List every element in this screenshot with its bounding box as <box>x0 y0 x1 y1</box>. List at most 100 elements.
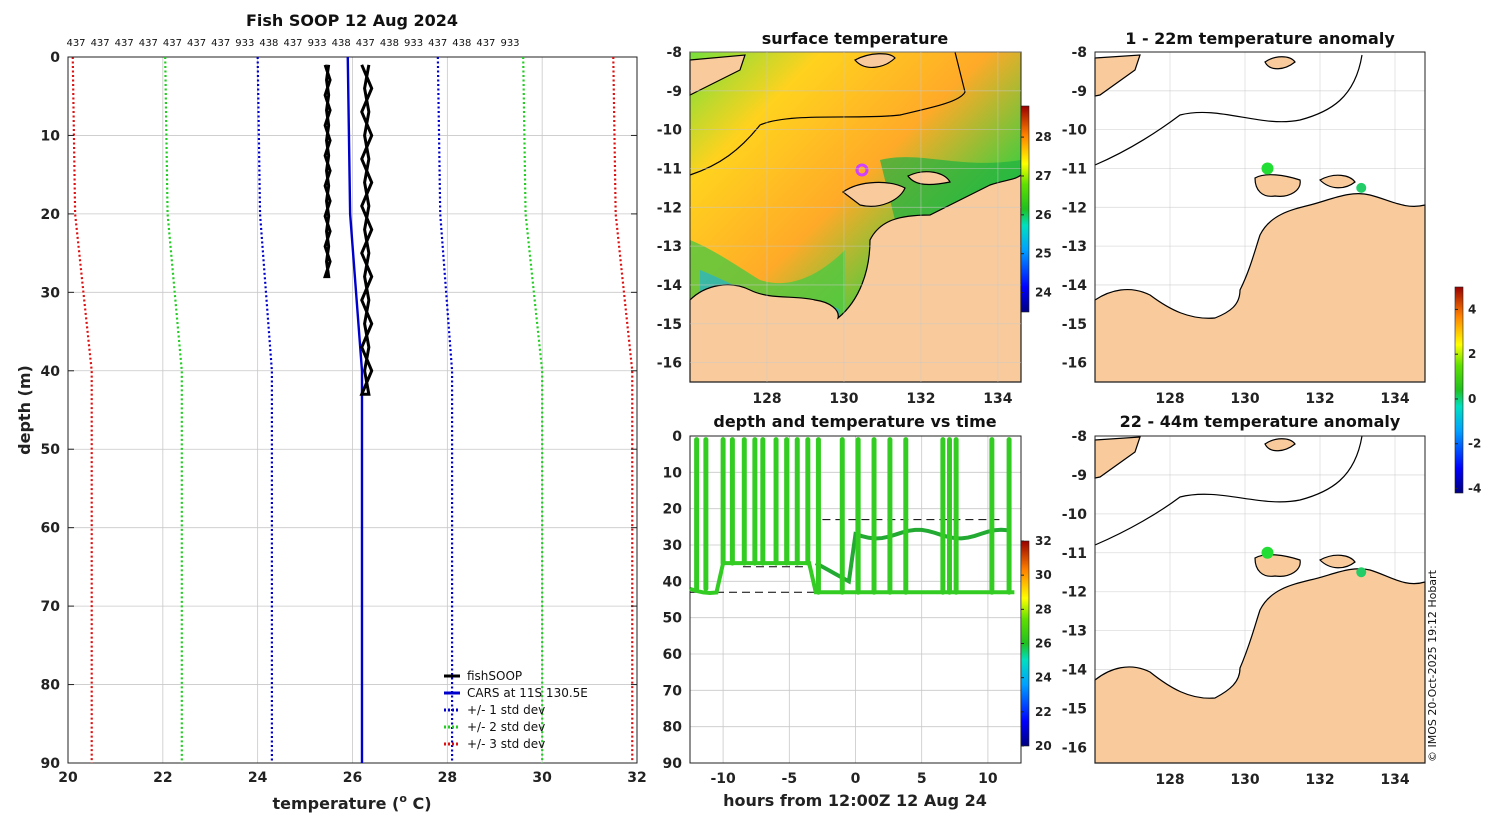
anomaly-upper-ytick: -13 <box>1062 239 1087 255</box>
copyright-footer: © IMOS 20-Oct-2025 19:12 Hobart <box>1426 569 1439 762</box>
surface-temperature-map: surface temperature 128 130 132 134 -8 -9 -10 -… <box>657 29 1052 407</box>
anomaly-lower-point <box>1261 546 1274 559</box>
depth-time-xtick: -10 <box>710 771 736 787</box>
platform-id-label: 437 <box>91 38 110 49</box>
anomaly-lower-ytick: -11 <box>1062 546 1087 562</box>
depth-time-colorbar-tick: 20 <box>1035 739 1052 753</box>
sst-ytick: -15 <box>657 317 682 333</box>
platform-id-label: 437 <box>66 38 85 49</box>
anomaly-upper-ytick: -12 <box>1062 200 1087 216</box>
sst-title: surface temperature <box>762 29 949 48</box>
depth-time-colorbar-tick: 22 <box>1035 705 1052 719</box>
anomaly-map-upper: 1 - 22m temperature anomaly 128 130 132 134… <box>1062 29 1482 496</box>
depth-time-colorbar-tick: 32 <box>1035 534 1052 548</box>
anomaly-lower-title: 22 - 44m temperature anomaly <box>1120 412 1401 431</box>
anomaly-upper-ytick: -9 <box>1071 84 1087 100</box>
sst-ytick: -11 <box>657 161 682 177</box>
depth-time-mid-track <box>814 527 1008 585</box>
platform-id-label: 437 <box>187 38 206 49</box>
anomaly-upper-ytick: -8 <box>1071 45 1087 61</box>
sst-ytick: -8 <box>666 45 682 61</box>
depth-time-ytick: 90 <box>663 756 683 772</box>
anomaly-lower-xtick: 134 <box>1380 772 1409 788</box>
platform-id-labels: 437 437 437 437 437 437 437 933 438 437 933 438 437 4… <box>66 38 519 49</box>
anomaly-upper-point <box>1356 182 1367 193</box>
depth-time-ytick: 50 <box>663 611 683 627</box>
profile-ytick: 60 <box>41 521 61 537</box>
anomaly-lower-ytick: -12 <box>1062 585 1087 601</box>
anomaly-colorbar-tick: 2 <box>1468 347 1476 361</box>
anomaly-colorbar-tick: -2 <box>1468 437 1481 451</box>
platform-id-label: 437 <box>211 38 230 49</box>
anomaly-lower-ytick: -9 <box>1071 468 1087 484</box>
profile-std-line-upper <box>522 56 544 763</box>
depth-time-ytick: 30 <box>663 538 683 554</box>
depth-time-xtick: 10 <box>978 771 998 787</box>
depth-time-ytick: 40 <box>663 574 683 590</box>
anomaly-map-lower: 22 - 44m temperature anomaly 128 130 132 13… <box>1062 412 1426 788</box>
profile-std-line-lower <box>71 56 93 763</box>
profile-std-line-lower <box>164 56 183 763</box>
profile-cars-line <box>346 56 364 763</box>
sst-xtick: 128 <box>752 391 781 407</box>
profile-xtick: 22 <box>153 770 172 786</box>
depth-time-colorbar-tick: 30 <box>1035 568 1052 582</box>
profile-ytick: 40 <box>41 364 61 380</box>
legend-label-2std: +/- 2 std dev <box>467 720 545 734</box>
platform-id-label: 438 <box>259 38 278 49</box>
anomaly-upper-xtick: 134 <box>1380 391 1409 407</box>
profile-ytick: 10 <box>41 128 61 144</box>
anomaly-lower-xtick: 130 <box>1230 772 1259 788</box>
platform-id-label: 438 <box>332 38 351 49</box>
platform-id-label: 437 <box>428 38 447 49</box>
anomaly-colorbar <box>1454 286 1464 494</box>
profile-ytick: 20 <box>41 207 61 223</box>
anomaly-colorbar-tick: 4 <box>1468 302 1476 316</box>
platform-id-label: 438 <box>380 38 399 49</box>
depth-time-ytick: 0 <box>672 429 682 445</box>
platform-id-label: 437 <box>139 38 158 49</box>
profile-xtick: 32 <box>627 770 646 786</box>
anomaly-lower-ytick: -14 <box>1062 663 1088 679</box>
depth-time-ytick: 80 <box>663 720 683 736</box>
legend-label-3std: +/- 3 std dev <box>467 737 545 751</box>
depth-time-xlabel: hours from 12:00Z 12 Aug 24 <box>723 791 987 810</box>
profile-ytick: 0 <box>50 50 60 66</box>
profile-panel: Fish SOOP 12 Aug 2024 437 437 437 437 437 437… <box>15 11 647 813</box>
anomaly-lower-land <box>1094 568 1426 764</box>
anomaly-upper-ytick: -14 <box>1062 278 1088 294</box>
profile-xtick: 20 <box>58 770 78 786</box>
legend-label-fishsoop: fishSOOP <box>467 669 522 683</box>
legend-label-cars: CARS at 11S 130.5E <box>467 686 588 700</box>
anomaly-lower-ytick: -8 <box>1071 429 1087 445</box>
anomaly-lower-ytick: -15 <box>1062 702 1087 718</box>
sst-colorbar-tick: 25 <box>1035 247 1052 261</box>
profile-std-line-upper <box>612 56 634 763</box>
anomaly-lower-ytick: -16 <box>1062 740 1087 756</box>
anomaly-upper-ytick: -15 <box>1062 317 1087 333</box>
anomaly-lower-ytick: -13 <box>1062 624 1087 640</box>
anomaly-upper-ytick: -11 <box>1062 161 1087 177</box>
depth-time-xtick: 5 <box>917 771 927 787</box>
sst-xtick: 134 <box>983 391 1012 407</box>
sst-xtick: 132 <box>906 391 935 407</box>
profile-ytick: 30 <box>41 285 61 301</box>
profile-std-line-lower <box>256 56 273 763</box>
profile-xtick: 30 <box>532 770 552 786</box>
depth-time-colorbar-tick: 24 <box>1035 671 1052 685</box>
profile-ylabel: depth (m) <box>15 365 34 455</box>
platform-id-label: 438 <box>452 38 471 49</box>
profile-ytick: 80 <box>41 678 61 694</box>
platform-id-label: 933 <box>404 38 423 49</box>
sst-location-marker <box>855 163 869 177</box>
anomaly-lower-xtick: 128 <box>1155 772 1184 788</box>
anomaly-upper-ytick: -10 <box>1062 123 1088 139</box>
platform-id-label: 933 <box>500 38 519 49</box>
depth-time-xtick: 0 <box>851 771 861 787</box>
anomaly-upper-title: 1 - 22m temperature anomaly <box>1125 29 1395 48</box>
platform-id-label: 437 <box>283 38 302 49</box>
depth-time-colorbar-tick: 26 <box>1035 637 1052 651</box>
platform-id-label: 437 <box>115 38 134 49</box>
profile-xtick: 26 <box>343 770 362 786</box>
fishsoop-profile-1 <box>359 64 374 396</box>
